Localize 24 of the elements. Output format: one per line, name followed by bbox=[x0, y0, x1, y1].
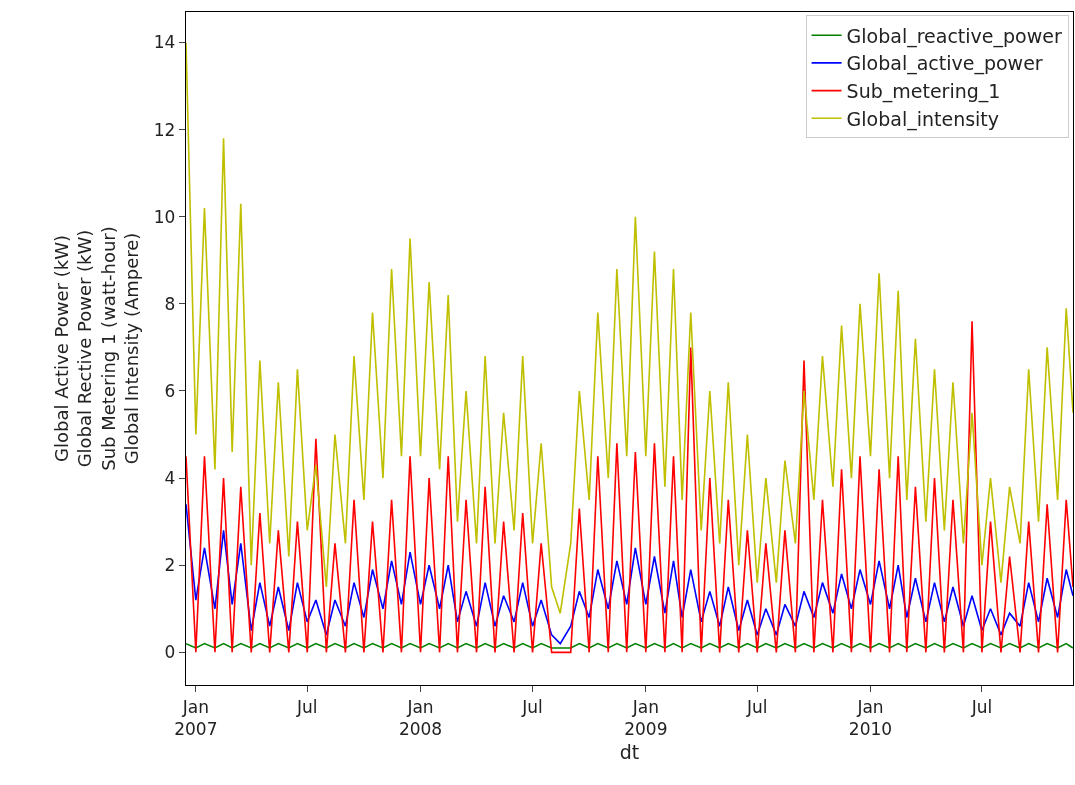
line-series bbox=[186, 503, 1073, 645]
x-tick-label: Jan 2010 bbox=[848, 696, 893, 739]
y-tick-label: 10 bbox=[153, 206, 176, 227]
y-tick-label: 14 bbox=[153, 32, 176, 53]
legend-label: Global_reactive_power bbox=[846, 24, 1062, 48]
y-tick-label: 8 bbox=[164, 293, 176, 314]
x-tick-label: Jan 2007 bbox=[174, 696, 218, 739]
y-axis-title: Global Active Power (kW) Global Rective Power (kW) Sub Metering 1 (watt-hour) Global Intensity (Ampere) bbox=[50, 226, 143, 471]
y-tick-label: 2 bbox=[164, 555, 176, 576]
y-tick-label: 0 bbox=[164, 642, 176, 663]
y-tick-label: 6 bbox=[164, 380, 176, 401]
y-tick-label: 12 bbox=[153, 119, 176, 140]
legend-label: Sub_metering_1 bbox=[846, 80, 1001, 104]
x-tick-label: Jul bbox=[745, 696, 768, 717]
x-tick-label: Jul bbox=[970, 696, 993, 717]
x-tick-label: Jan 2008 bbox=[398, 696, 443, 739]
x-tick-label: Jan 2009 bbox=[624, 696, 668, 739]
legend-label: Global_intensity bbox=[846, 107, 1000, 131]
x-tick-label: Jul bbox=[296, 696, 318, 717]
x-tick-label: Jul bbox=[521, 696, 543, 717]
y-tick-label: 4 bbox=[164, 468, 176, 489]
line-series bbox=[186, 320, 1073, 654]
legend-label: Global_active_power bbox=[846, 52, 1043, 76]
x-axis-title: dt bbox=[619, 741, 640, 764]
